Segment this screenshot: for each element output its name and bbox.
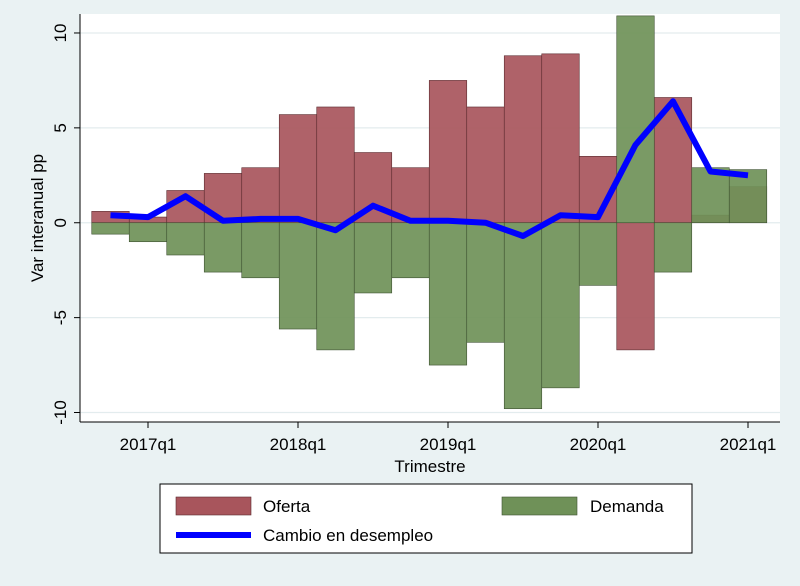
bar-demanda-2018q1 — [279, 223, 317, 329]
y-tick-label-0: -10 — [51, 400, 70, 425]
bar-demanda-2019q2 — [467, 223, 505, 343]
y-tick-label-4: 10 — [51, 24, 70, 43]
bar-demanda-2020q2 — [617, 16, 655, 223]
x-tick-label-4: 2021q1 — [720, 435, 777, 454]
bar-demanda-2021q1 — [729, 170, 767, 223]
bar-demanda-2019q1 — [429, 223, 467, 365]
bar-demanda-2019q3 — [504, 223, 542, 409]
bar-oferta-2019q4 — [542, 54, 580, 223]
bar-oferta-2017q4 — [242, 168, 280, 223]
legend-swatch-oferta — [176, 497, 251, 515]
y-tick-label-3: 5 — [51, 123, 70, 132]
bar-oferta-2019q1 — [429, 80, 467, 222]
bar-demanda-2018q3 — [354, 223, 392, 293]
y-tick-label-2: 0 — [51, 218, 70, 227]
bar-demanda-2017q3 — [204, 223, 242, 272]
legend-label-demanda: Demanda — [590, 497, 664, 516]
x-tick-label-1: 2018q1 — [270, 435, 327, 454]
bar-demanda-2020q1 — [579, 223, 617, 286]
bar-demanda-2019q4 — [542, 223, 580, 388]
bar-oferta-2018q1 — [279, 115, 317, 223]
legend: Oferta Demanda Cambio en desempleo — [160, 484, 692, 553]
y-tick-label-1: -5 — [51, 310, 70, 325]
bar-oferta-2019q3 — [504, 56, 542, 223]
x-tick-label-2: 2019q1 — [420, 435, 477, 454]
x-tick-label-3: 2020q1 — [570, 435, 627, 454]
bar-oferta-2019q2 — [467, 107, 505, 223]
x-tick-label-0: 2017q1 — [120, 435, 177, 454]
bar-demanda-2017q1 — [129, 223, 167, 242]
bar-demanda-2016q4 — [92, 223, 130, 234]
legend-label-cambio: Cambio en desempleo — [263, 526, 433, 545]
bar-demanda-2018q2 — [317, 223, 355, 350]
bar-oferta-2020q2 — [617, 223, 655, 350]
bar-demanda-2018q4 — [392, 223, 430, 278]
bar-demanda-2017q2 — [167, 223, 205, 255]
legend-label-oferta: Oferta — [263, 497, 311, 516]
legend-swatch-demanda — [502, 497, 577, 515]
bar-oferta-2018q2 — [317, 107, 355, 223]
bar-demanda-2020q4 — [692, 168, 730, 223]
bar-demanda-2020q3 — [654, 223, 692, 272]
bar-demanda-2017q4 — [242, 223, 280, 278]
x-axis-title: Trimestre — [394, 457, 465, 476]
y-axis-title: Var interanual pp — [28, 154, 47, 282]
